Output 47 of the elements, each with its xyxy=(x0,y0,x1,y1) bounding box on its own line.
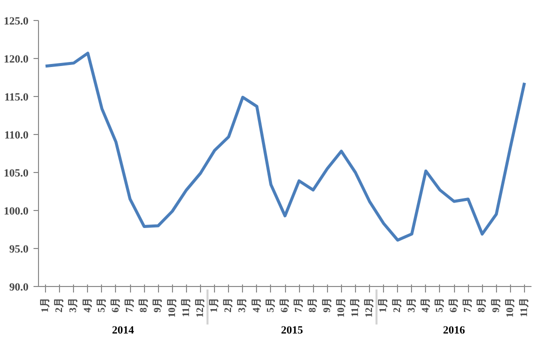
x-tick-label: 7月 xyxy=(294,298,305,312)
x-tick-label: 7月 xyxy=(462,298,474,312)
text: 2015 xyxy=(281,324,304,336)
y-tick-label: 100.0 xyxy=(4,206,29,218)
text: 2014 xyxy=(112,324,135,336)
x-tick-label: 8月 xyxy=(138,298,150,312)
x-tick-label: 7月 xyxy=(124,298,136,312)
x-tick-label: 1月 xyxy=(378,298,390,312)
x-tick-label: 12月 xyxy=(194,298,206,318)
x-tick-label: 1月 xyxy=(40,298,52,312)
x-tick-label: 1月 xyxy=(209,298,220,312)
x-tick-label: 11月 xyxy=(518,297,530,317)
x-tick-label: 6月 xyxy=(280,298,290,312)
x-tick-label: 8月 xyxy=(476,298,488,312)
x-tick-label: 5月 xyxy=(434,298,446,312)
y-tick-label: 120.0 xyxy=(4,54,29,66)
y-tick-label: 90.0 xyxy=(9,282,29,294)
x-tick-label: 8月 xyxy=(308,298,319,312)
x-tick-label: 10月 xyxy=(336,298,347,318)
y-tick-label: 95.0 xyxy=(9,244,29,256)
x-tick-label: 9月 xyxy=(490,298,502,312)
y-tick-label: 110.0 xyxy=(4,130,29,142)
x-tick-label: 4月 xyxy=(251,298,262,312)
x-tick-label: 2月 xyxy=(54,298,66,312)
y-tick-label: 115.0 xyxy=(4,92,29,104)
x-tick-label: 4月 xyxy=(82,298,94,312)
x-tick-label: 9月 xyxy=(152,298,164,312)
x-tick-label: 10月 xyxy=(166,298,178,318)
x-tick-label: 6月 xyxy=(110,298,122,312)
x-tick-label: 6月 xyxy=(448,298,460,312)
x-tick-label: 3月 xyxy=(406,298,418,312)
x-tick-label: 5月 xyxy=(96,298,108,312)
x-tick-label: 10月 xyxy=(504,298,516,318)
x-tick-label: 11月 xyxy=(350,297,361,317)
x-tick-label: 5月 xyxy=(265,298,276,312)
x-tick-label: 4月 xyxy=(420,298,432,312)
x-tick-label: 12月 xyxy=(364,298,376,318)
x-tick-label: 2月 xyxy=(392,298,404,312)
line-series xyxy=(44,52,526,242)
x-tick-label: 9月 xyxy=(322,298,333,312)
x-tick-label: 2月 xyxy=(223,298,234,312)
text: 2016 xyxy=(443,324,466,336)
y-tick-label: 125.0 xyxy=(4,16,29,28)
x-tick-label: 3月 xyxy=(237,298,248,312)
x-tick-label: 11月 xyxy=(180,297,192,317)
x-tick-label: 3月 xyxy=(68,298,80,312)
y-tick-label: 105.0 xyxy=(4,168,29,180)
